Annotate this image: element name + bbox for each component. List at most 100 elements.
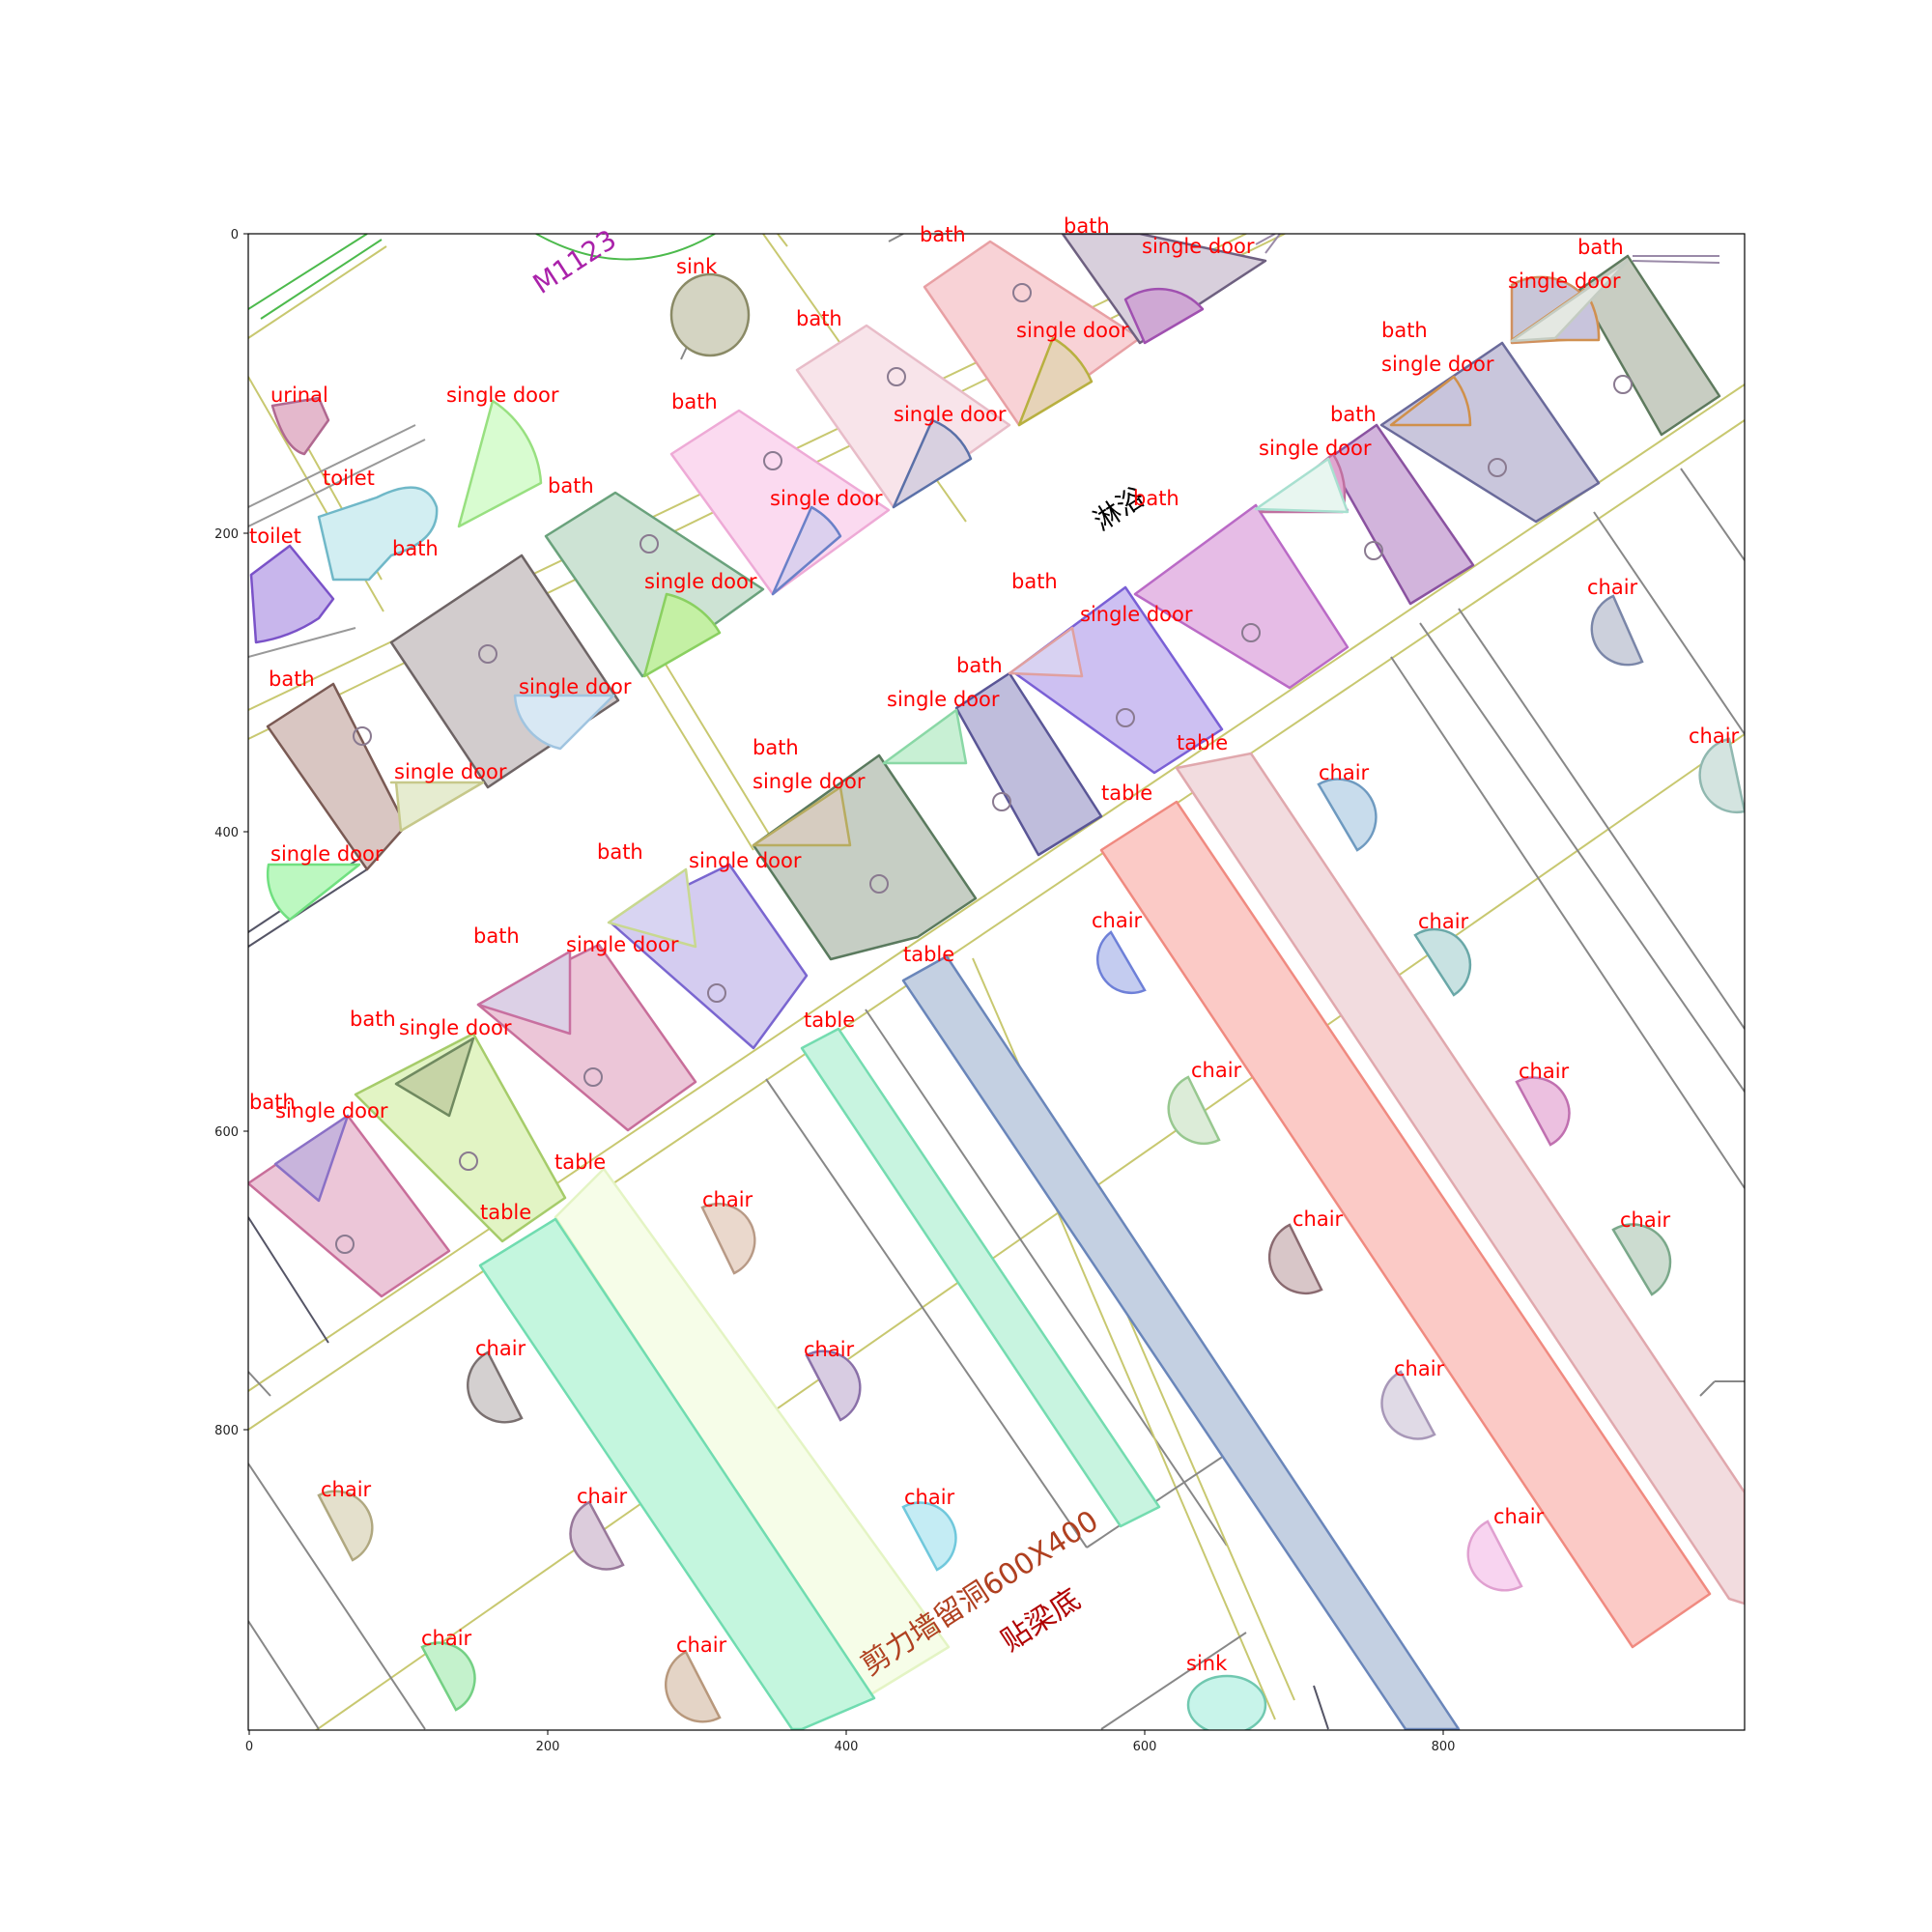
bath-shape <box>544 491 765 678</box>
chair-shape <box>1096 930 1147 995</box>
y-tick-label: 200 <box>214 527 239 542</box>
x-tick-label: 400 <box>835 1740 859 1754</box>
object-label: chair <box>1620 1208 1671 1232</box>
bath-shape <box>1326 423 1475 606</box>
object-label: table <box>1101 781 1152 805</box>
object-label: single door <box>446 384 559 407</box>
x-axis: 0 200 400 600 800 <box>245 1730 1456 1754</box>
single-door-shape <box>1123 287 1205 345</box>
object-label: bath <box>1011 570 1058 593</box>
toilet-shape <box>317 486 439 582</box>
y-tick-label: 600 <box>214 1125 239 1140</box>
single-door-shape <box>1017 336 1094 427</box>
chair-shape <box>1698 737 1745 814</box>
object-label: bath <box>920 223 966 246</box>
object-label: single door <box>644 570 757 593</box>
object-label: table <box>804 1009 855 1032</box>
object-label: bath <box>1064 214 1110 238</box>
single-door-shape <box>882 708 968 765</box>
object-label: bath <box>1330 403 1377 426</box>
object-label: chair <box>1493 1505 1545 1528</box>
single-door-shape <box>771 505 842 596</box>
bath-shape <box>752 753 978 961</box>
object-label: single door <box>1508 270 1621 293</box>
object-label: chair <box>1519 1060 1570 1083</box>
object-label: chair <box>904 1486 955 1509</box>
chair-shape <box>420 1641 476 1712</box>
table-shape <box>1099 800 1712 1649</box>
x-tick-label: 200 <box>536 1740 560 1754</box>
sink-shape <box>1186 1674 1267 1730</box>
drain-marks <box>335 283 1633 1254</box>
y-tick-label: 0 <box>231 228 239 242</box>
object-label: bath <box>350 1008 396 1031</box>
object-label: bath <box>671 390 718 413</box>
chair-shape <box>1590 594 1644 667</box>
object-label: bath <box>597 840 643 864</box>
object-label: bath <box>1577 236 1624 259</box>
chair-shape <box>901 1501 957 1572</box>
y-axis: 0 200 400 600 800 <box>214 228 248 1438</box>
object-label: toilet <box>249 525 301 548</box>
y-tick-label: 400 <box>214 826 239 840</box>
object-label: single door <box>275 1099 388 1122</box>
object-label: single door <box>894 403 1007 426</box>
single-door-shape <box>476 950 572 1036</box>
object-label: table <box>480 1201 531 1224</box>
x-tick-label: 800 <box>1432 1740 1456 1754</box>
chair-shape <box>1413 927 1472 997</box>
object-label: bath <box>269 668 315 691</box>
plan-area <box>248 234 1745 1730</box>
urinal-shape <box>270 396 330 456</box>
x-tick-label: 0 <box>245 1740 253 1754</box>
object-label: single door <box>394 760 507 783</box>
single-door-shape <box>513 694 615 751</box>
object-label: chair <box>676 1634 727 1657</box>
object-label: single door <box>753 770 866 793</box>
chair-shape <box>317 1490 374 1562</box>
toilet-shape <box>249 544 335 644</box>
object-label: chair <box>1689 724 1740 748</box>
chair-shape <box>1611 1223 1672 1296</box>
object-label: bath <box>548 474 594 497</box>
object-label: sink <box>1186 1652 1228 1675</box>
bath-shape <box>1577 254 1721 437</box>
single-door-shape <box>389 781 485 833</box>
object-label: single door <box>770 487 883 510</box>
single-door-shape <box>607 867 697 949</box>
object-label: bath <box>753 736 799 759</box>
object-label: single door <box>689 849 802 872</box>
object-label: bath <box>392 537 439 560</box>
single-door-shape <box>266 863 361 922</box>
chair-shape <box>1515 1076 1571 1147</box>
object-label: chair <box>321 1478 372 1501</box>
object-label: sink <box>676 255 718 278</box>
chair-shape <box>805 1350 862 1422</box>
object-label: single door <box>1016 319 1129 342</box>
object-label: chair <box>421 1627 472 1650</box>
object-label: table <box>554 1151 606 1174</box>
table-shape <box>901 954 1461 1730</box>
table-shape <box>478 1217 876 1730</box>
bath-shape <box>954 671 1103 857</box>
object-label: bath <box>473 924 520 948</box>
bath-shape <box>1379 341 1601 524</box>
chair-shape <box>665 1650 722 1723</box>
object-label: table <box>903 943 954 966</box>
single-door-shape <box>1008 626 1084 678</box>
object-label: single door <box>1080 603 1193 626</box>
object-label: chair <box>804 1338 855 1361</box>
object-label: bath <box>956 654 1003 677</box>
object-label: single door <box>270 842 384 866</box>
object-label: chair <box>1587 576 1638 599</box>
y-tick-label: 800 <box>214 1424 239 1438</box>
object-label: single door <box>887 688 1000 711</box>
single-door-shape <box>273 1114 350 1203</box>
chair-shape <box>1466 1520 1523 1592</box>
single-door-shape <box>642 592 722 678</box>
object-label: bath <box>796 307 842 330</box>
bath-shape <box>1133 503 1350 690</box>
object-label: chair <box>1092 909 1143 932</box>
object-label: chair <box>1293 1208 1344 1231</box>
